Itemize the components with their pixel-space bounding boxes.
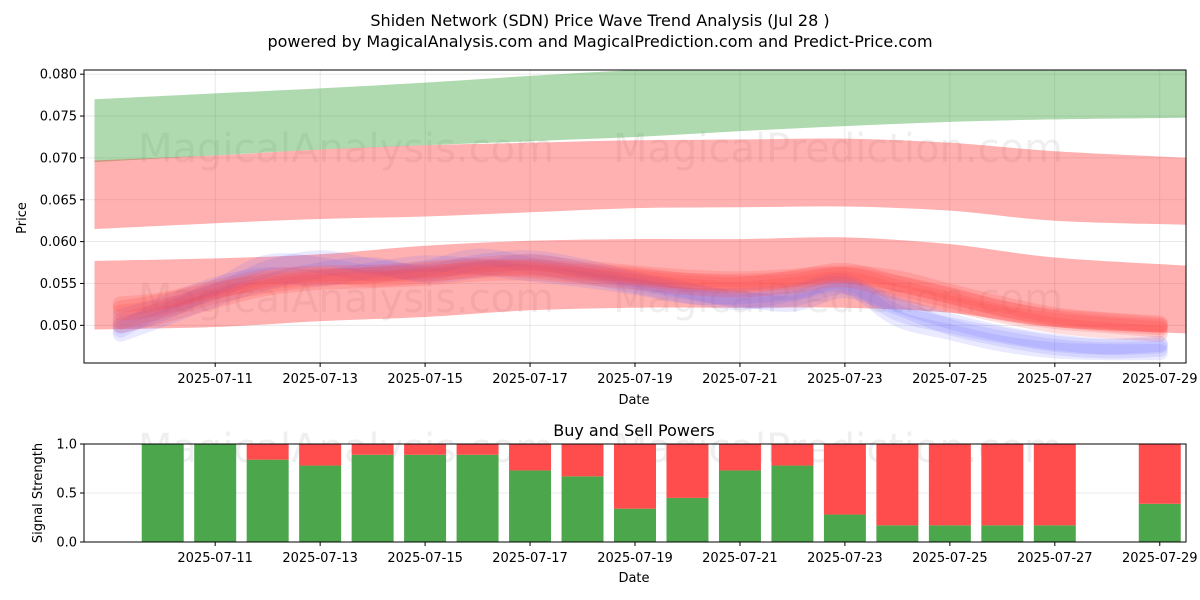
signal-x-tick-label: 2025-07-21 (702, 551, 778, 566)
price-x-tick-label: 2025-07-27 (1017, 372, 1093, 387)
buy-bar (509, 470, 552, 542)
signal-x-tick-label: 2025-07-23 (807, 551, 883, 566)
buy-bar (351, 454, 394, 542)
sell-bar (1033, 444, 1076, 526)
buy-bar (194, 444, 237, 542)
band-red-high (94, 138, 1186, 230)
watermark: MagicalPrediction.com (613, 276, 1063, 322)
buy-bar (1138, 503, 1181, 542)
price-y-tick-label: 0.075 (40, 110, 77, 125)
price-x-tick-label: 2025-07-19 (597, 372, 673, 387)
signal-x-tick-label: 2025-07-19 (597, 551, 673, 566)
watermark: MagicalAnalysis.com (138, 276, 554, 322)
sell-bar (509, 444, 552, 471)
price-x-tick-label: 2025-07-23 (807, 372, 883, 387)
chart-subtitle: powered by MagicalAnalysis.com and Magic… (267, 32, 932, 51)
sell-bar (823, 444, 866, 515)
price-x-tick-label: 2025-07-13 (282, 372, 358, 387)
buy-bar (666, 497, 709, 542)
price-y-tick-label: 0.070 (40, 151, 77, 166)
sell-bar (456, 444, 499, 455)
sell-bar (981, 444, 1024, 526)
buy-bar (299, 465, 342, 542)
signal-x-tick-label: 2025-07-27 (1017, 551, 1093, 566)
price-x-tick-label: 2025-07-11 (177, 372, 253, 387)
wave-line (112, 248, 1168, 361)
signal-chart: Buy and Sell Powers MagicalAnalysis.comM… (31, 421, 1198, 586)
price-y-tick-label: 0.050 (40, 319, 77, 334)
signal-x-axis-label: Date (618, 571, 649, 586)
signal-chart-title: Buy and Sell Powers (553, 421, 715, 440)
buy-bar (928, 525, 971, 542)
price-y-tick-label: 0.060 (40, 235, 77, 250)
buy-bar (614, 508, 656, 542)
signal-x-tick-label: 2025-07-13 (282, 551, 358, 566)
price-x-tick-label: 2025-07-21 (702, 372, 778, 387)
sell-bar (666, 444, 709, 498)
signal-x-tick-label: 2025-07-25 (912, 551, 988, 566)
buy-bar (456, 454, 499, 542)
signal-x-tick-label: 2025-07-17 (492, 551, 568, 566)
wave-line (112, 264, 1168, 342)
buy-bar (404, 454, 447, 542)
band-red-mid (94, 237, 1186, 334)
price-x-tick-label: 2025-07-25 (912, 372, 988, 387)
sell-bar (614, 444, 656, 509)
price-chart: MagicalAnalysis.com MagicalPrediction.com… (15, 68, 1198, 408)
signal-y-tick-label: 0.0 (56, 536, 77, 551)
signal-y-tick-label: 0.5 (56, 487, 77, 502)
sell-bar (928, 444, 971, 526)
wave-line (112, 260, 1168, 334)
signal-y-tick-label: 1.0 (56, 438, 77, 453)
band-green (94, 70, 1186, 163)
buy-bar (823, 514, 866, 542)
wave-line (112, 255, 1168, 356)
sell-bar (718, 444, 761, 471)
chart-title: Shiden Network (SDN) Price Wave Trend An… (370, 11, 829, 30)
sell-bar (561, 444, 604, 477)
sell-bar (876, 444, 919, 526)
watermark: MagicalAnalysis.com (138, 126, 554, 172)
sell-bar (1138, 444, 1181, 504)
sell-bar (771, 444, 814, 466)
price-x-tick-label: 2025-07-17 (492, 372, 568, 387)
price-y-tick-label: 0.065 (40, 193, 77, 208)
price-x-tick-label: 2025-07-15 (387, 372, 463, 387)
price-y-tick-label: 0.055 (40, 277, 77, 292)
sell-bar (299, 444, 342, 466)
price-x-tick-label: 2025-07-29 (1122, 372, 1198, 387)
buy-bar (876, 525, 919, 542)
wave-line (112, 250, 1168, 355)
buy-bar (718, 470, 761, 542)
signal-y-axis-label: Signal Strength (31, 443, 46, 543)
buy-bar (561, 476, 604, 542)
price-y-axis-label: Price (15, 202, 30, 234)
buy-bar (141, 444, 184, 542)
buy-bar (246, 459, 289, 542)
wave-line (112, 254, 1168, 332)
watermark: MagicalPrediction.com (613, 126, 1063, 172)
signal-x-tick-label: 2025-07-29 (1122, 551, 1198, 566)
buy-bar (771, 465, 814, 542)
sell-bar (246, 444, 289, 460)
signal-x-tick-label: 2025-07-11 (177, 551, 253, 566)
price-y-tick-label: 0.080 (40, 68, 77, 83)
buy-bar (1033, 525, 1076, 542)
buy-bar (981, 525, 1024, 542)
sell-bar (351, 444, 394, 455)
wave-line (112, 258, 1168, 338)
wave-line (112, 253, 1168, 359)
price-x-axis-label: Date (618, 393, 649, 408)
signal-x-tick-label: 2025-07-15 (387, 551, 463, 566)
wave-line (112, 258, 1168, 335)
sell-bar (404, 444, 447, 455)
